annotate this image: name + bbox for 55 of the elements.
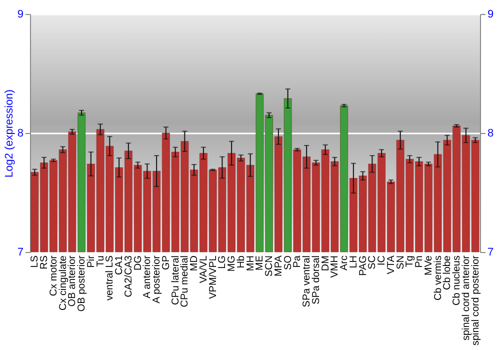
x-tick-label: MH — [245, 256, 256, 272]
x-tick-label: GP — [160, 255, 172, 270]
x-tick-label: MPA — [273, 255, 284, 276]
x-tick-label: VTA — [386, 255, 397, 274]
x-tick-label: spinal cord anterior — [460, 254, 472, 341]
x-tick-label: LH — [348, 256, 360, 268]
x-tick-label: ME — [254, 255, 266, 270]
x-tick-label: SPa ventral — [302, 256, 313, 308]
y-tick-label: 9 — [17, 8, 24, 20]
x-tick-label: CA1 — [114, 255, 126, 275]
x-tick-label: OB posterior — [76, 254, 88, 312]
x-tick-label: SO — [282, 255, 294, 270]
x-tick-label: Arc — [339, 256, 350, 270]
x-tick-label: ventral LS — [104, 255, 116, 301]
y-tick-label: 7 — [17, 246, 24, 258]
x-tick-label: Pa — [292, 255, 304, 268]
x-tick-label: Pir — [86, 254, 97, 268]
x-tick-label: CPu medial — [180, 256, 191, 308]
x-tick-label: Cb vermis — [432, 256, 444, 301]
x-tick-label: Tg — [404, 256, 416, 268]
x-tick-label: CPu lateral — [170, 256, 182, 305]
y-axis-title: Log2 (expression) — [3, 89, 16, 178]
x-tick-label: Cx motor — [48, 254, 60, 296]
x-tick-label: A anterior — [142, 254, 154, 298]
y2-tick-label: 9 — [488, 8, 494, 20]
x-tick-label: LG — [217, 255, 228, 269]
x-tick-label: OB anterior — [67, 254, 78, 307]
x-tick-label: IC — [376, 256, 388, 266]
x-tick-label: Pn — [414, 256, 426, 268]
x-tick-label: Tu — [95, 256, 106, 267]
x-tick-label: MG — [226, 255, 238, 272]
x-tick-label: Hb — [236, 255, 247, 268]
x-tick-label: CA2/CA3 — [123, 255, 134, 298]
x-tick-label: VMH — [330, 256, 341, 278]
x-tick-label: SC — [367, 256, 378, 270]
x-tick-label: SCN — [264, 256, 276, 277]
x-tick-label: VA/VL — [198, 255, 210, 284]
x-tick-label: MVe — [423, 255, 434, 276]
x-tick-label: RS — [39, 255, 50, 270]
y2-tick-label: 7 — [488, 246, 494, 258]
x-tick-label: MD — [189, 256, 200, 272]
x-tick-label: SN — [395, 256, 406, 270]
x-tick-label: PAG — [358, 255, 369, 276]
y-tick-label: 8 — [17, 128, 24, 140]
x-tick-label: DM — [320, 256, 332, 272]
x-tick-label: spinal cord posterior — [470, 254, 482, 346]
x-tick-label: LS — [30, 255, 41, 268]
x-tick-label: SPa dorsal — [310, 256, 322, 304]
x-tick-label: Cx cingulate — [58, 255, 69, 311]
y2-tick-label: 8 — [488, 128, 494, 140]
x-tick-label: Cb nucleus — [452, 256, 463, 306]
x-tick-label: DG — [132, 255, 144, 270]
x-tick-label: VPM/VPL — [208, 255, 219, 299]
x-tick-label: Cb lobe — [442, 255, 454, 290]
x-tick-label: A posterior — [152, 254, 163, 304]
